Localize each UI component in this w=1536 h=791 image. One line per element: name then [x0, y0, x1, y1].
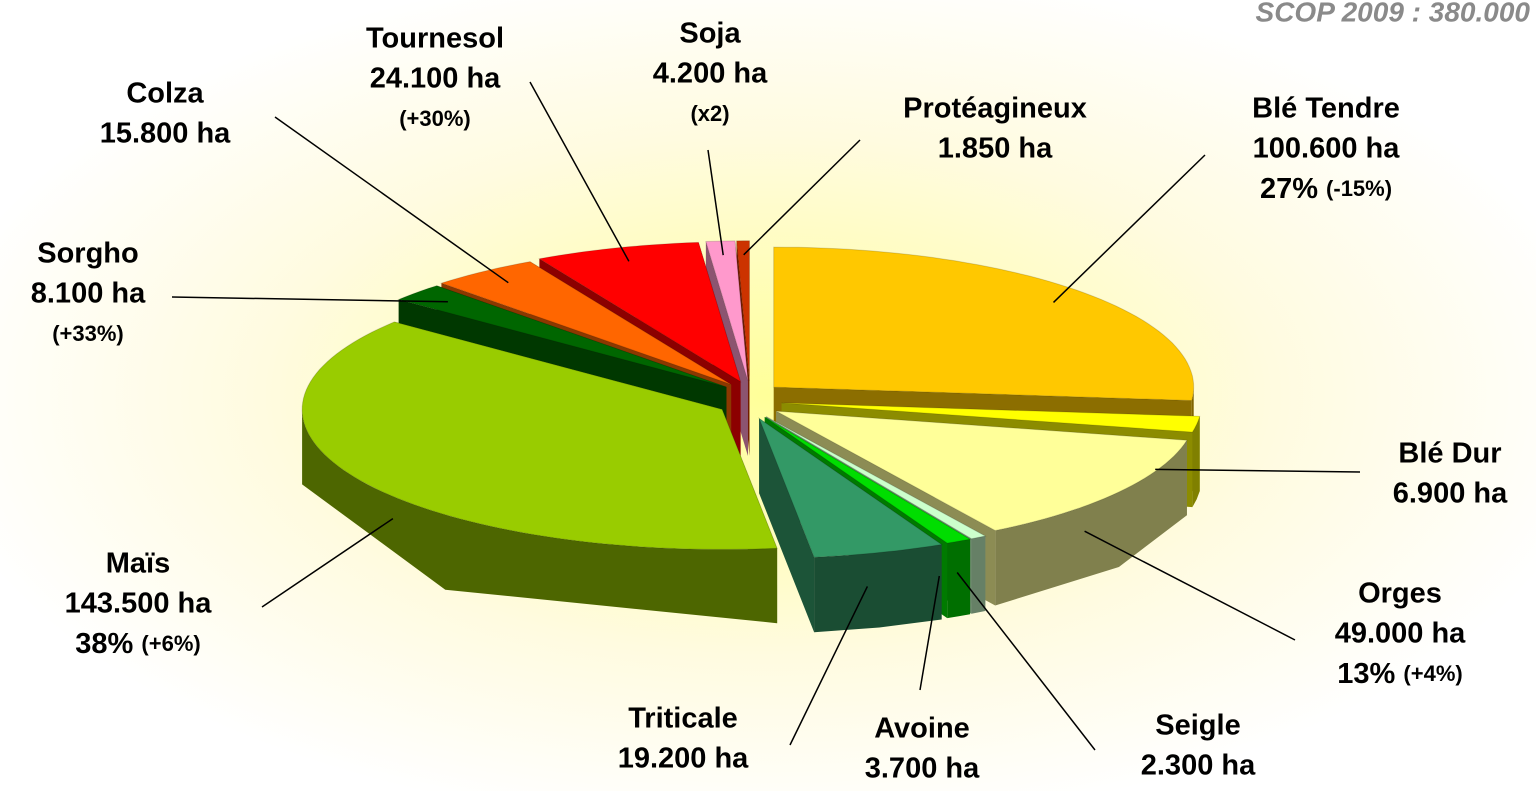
value-label: 19.200 ha — [618, 743, 749, 775]
chart-title: SCOP 2009 : 380.000 — [1256, 0, 1531, 27]
slice — [765, 416, 987, 540]
leader-line — [1084, 530, 1296, 641]
value-label: 6.900 ha — [1393, 478, 1508, 510]
slice-label: Orges — [1358, 578, 1442, 610]
value-label: 4.200 ha — [653, 58, 768, 90]
leader-line — [274, 116, 509, 284]
share-label: 38% (+6%) — [75, 628, 200, 660]
slice-label: Soja — [679, 18, 741, 50]
value-label: 100.600 ha — [1253, 133, 1401, 165]
slice-wall — [1192, 416, 1200, 508]
slice-face — [759, 418, 815, 633]
share-label: (x2) — [690, 101, 729, 126]
leader-line — [743, 139, 861, 256]
slice-label: Protéagineux — [903, 93, 1087, 125]
share-label: 13% (+4%) — [1337, 658, 1462, 690]
change-label: (+33%) — [52, 321, 124, 346]
leader-line — [529, 81, 630, 262]
leader-line — [956, 572, 1096, 751]
change-label: (x2) — [690, 101, 729, 126]
value-label: 15.800 ha — [100, 118, 231, 150]
share-value: 13% — [1337, 658, 1395, 690]
slice-label: Sorgho — [37, 238, 139, 270]
leader-line — [707, 149, 724, 256]
share-label: 27% (-15%) — [1260, 173, 1392, 205]
slice-label: Avoine — [874, 713, 970, 745]
share-label: (+30%) — [399, 106, 471, 131]
slice — [775, 410, 1188, 532]
value-label: 24.100 ha — [370, 63, 501, 95]
slice-wall — [947, 539, 971, 619]
value-label: 1.850 ha — [938, 133, 1053, 165]
value-label: 2.300 ha — [1141, 750, 1256, 782]
change-label: (+4%) — [1403, 661, 1462, 686]
slice — [758, 417, 943, 558]
slice — [781, 402, 1201, 433]
slice-label: Triticale — [628, 703, 738, 735]
slice-wall — [302, 409, 778, 624]
slice-label: Maïs — [106, 548, 170, 580]
slice-label: Blé Tendre — [1252, 93, 1400, 125]
slice — [301, 321, 778, 550]
slice-wall — [995, 440, 1187, 606]
leader-line — [1052, 154, 1206, 303]
change-label: (+6%) — [141, 631, 200, 656]
leader-line — [1155, 468, 1361, 473]
slice-label: Tournesol — [366, 23, 504, 55]
slice — [764, 416, 972, 544]
slice — [397, 285, 727, 388]
value-label: 8.100 ha — [31, 278, 146, 310]
value-label: 3.700 ha — [865, 753, 980, 785]
slice — [538, 241, 742, 383]
slice-tops — [301, 240, 1201, 558]
share-value: 38% — [75, 628, 133, 660]
slice-label: Blé Dur — [1398, 438, 1501, 470]
slice-wall — [814, 544, 942, 633]
slice-label: Seigle — [1155, 710, 1240, 742]
share-label: (+33%) — [52, 321, 124, 346]
leader-line — [789, 586, 869, 746]
slice — [439, 261, 732, 385]
leader-line — [171, 296, 448, 303]
slice-wall — [971, 536, 986, 614]
leader-line — [261, 517, 394, 608]
value-label: 143.500 ha — [65, 588, 213, 620]
slice-label: Colza — [126, 78, 204, 110]
share-value: 27% — [1260, 173, 1318, 205]
slice — [736, 240, 751, 381]
change-label: (-15%) — [1326, 176, 1392, 201]
leader-line — [919, 575, 941, 691]
slice — [773, 246, 1195, 402]
change-label: (+30%) — [399, 106, 471, 131]
value-label: 49.000 ha — [1335, 618, 1466, 650]
